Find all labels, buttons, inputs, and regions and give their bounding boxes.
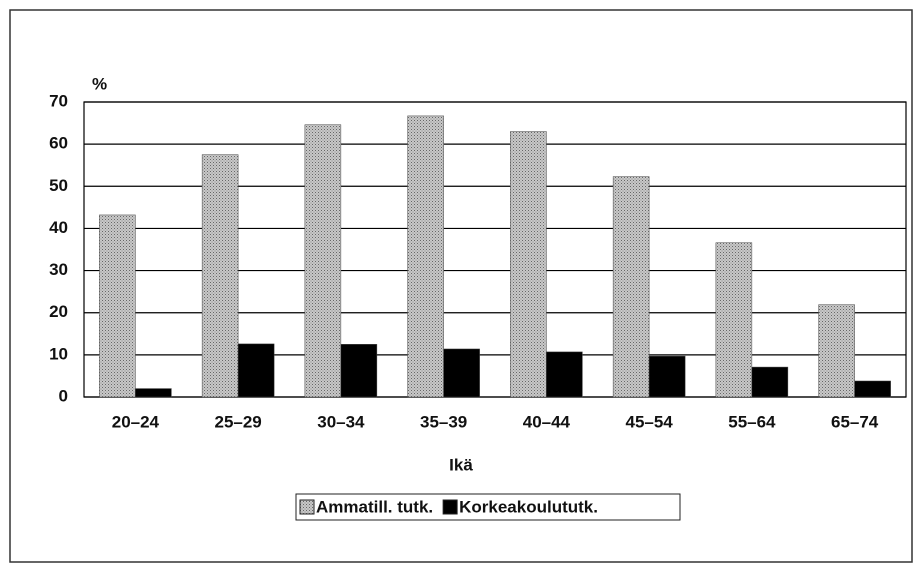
bar xyxy=(340,344,378,398)
y-tick-label: 40 xyxy=(49,218,68,237)
x-axis-label: Ikä xyxy=(449,455,473,474)
bar xyxy=(99,214,136,398)
bar xyxy=(237,343,275,398)
y-tick-label: 20 xyxy=(49,302,68,321)
legend-label: Korkeakoulututk. xyxy=(459,497,598,516)
x-tick-label: 35–39 xyxy=(420,412,467,431)
y-tick-label: 60 xyxy=(49,134,68,153)
legend-swatch xyxy=(299,499,315,515)
bar xyxy=(715,242,753,398)
legend-swatch xyxy=(442,499,458,515)
y-tick-label: 0 xyxy=(59,386,68,405)
x-tick-label: 25–29 xyxy=(214,412,261,431)
y-axis-label: % xyxy=(92,74,107,93)
bar xyxy=(407,115,444,398)
y-tick-label: 70 xyxy=(49,91,68,110)
legend-box xyxy=(295,493,681,521)
bar xyxy=(612,176,650,398)
x-tick-label: 45–54 xyxy=(625,412,673,431)
bar xyxy=(443,348,480,398)
x-tick-label: 40–44 xyxy=(523,412,571,431)
y-tick-label: 10 xyxy=(49,344,68,363)
y-tick-label: 50 xyxy=(49,176,68,195)
bar xyxy=(510,131,547,398)
bar xyxy=(135,388,172,398)
bar xyxy=(751,366,789,398)
x-tick-label: 55–64 xyxy=(728,412,776,431)
bar xyxy=(818,304,855,398)
bar xyxy=(648,355,686,398)
frame xyxy=(9,9,913,563)
bar xyxy=(201,154,239,398)
legend-label: Ammatill. tutk. xyxy=(316,497,433,516)
x-tick-label: 65–74 xyxy=(831,412,879,431)
y-tick-label: 30 xyxy=(49,260,68,279)
bar xyxy=(304,124,342,398)
bar xyxy=(854,380,891,398)
plot-frame xyxy=(83,101,907,398)
x-tick-label: 30–34 xyxy=(317,412,365,431)
bar xyxy=(546,351,583,398)
x-tick-label: 20–24 xyxy=(112,412,160,431)
